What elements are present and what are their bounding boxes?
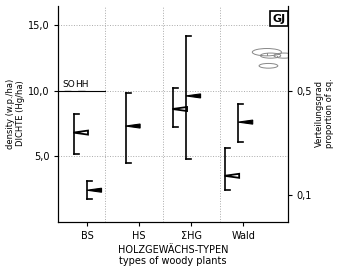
Y-axis label: Verteilungsgrad
proportion of sq.: Verteilungsgrad proportion of sq. [315, 79, 335, 149]
Polygon shape [125, 124, 140, 128]
Polygon shape [186, 94, 201, 98]
Text: SO: SO [62, 80, 75, 89]
Text: GJ: GJ [272, 14, 286, 24]
Polygon shape [238, 120, 253, 124]
Y-axis label: density (w.p./ha)
DICHTE (Hg/ha): density (w.p./ha) DICHTE (Hg/ha) [5, 79, 25, 149]
Text: HH: HH [75, 80, 89, 89]
Polygon shape [87, 188, 102, 192]
X-axis label: HOLZGEWÄCHS-TYPEN
types of woody plants: HOLZGEWÄCHS-TYPEN types of woody plants [118, 245, 228, 267]
